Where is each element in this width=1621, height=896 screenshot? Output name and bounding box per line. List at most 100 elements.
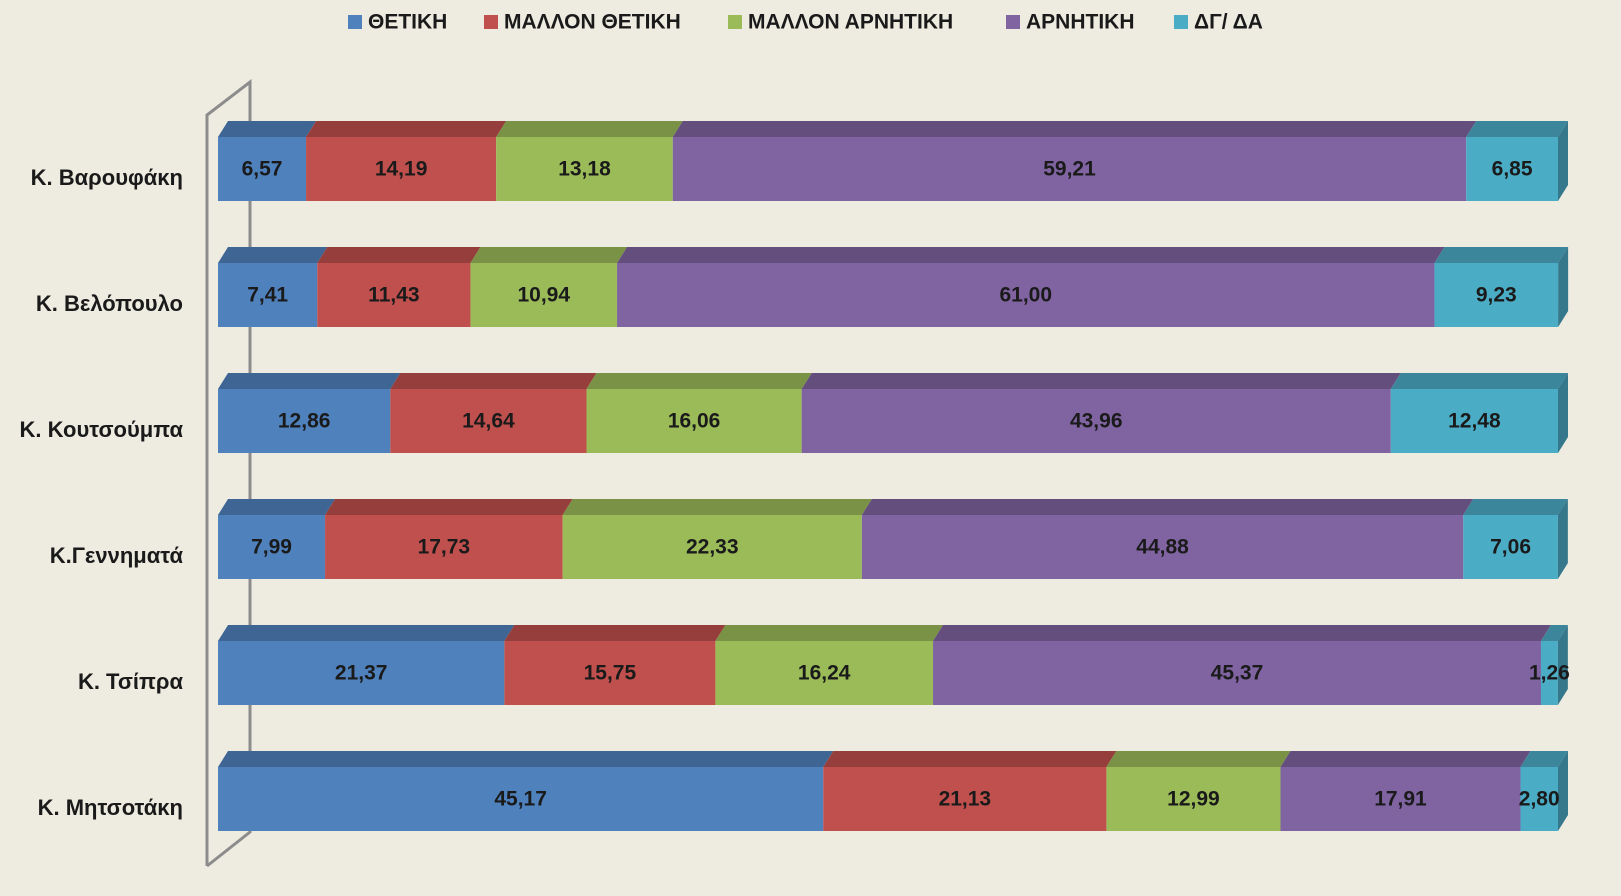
bar-top (218, 373, 401, 389)
bar (562, 515, 862, 579)
bar-top (861, 499, 1474, 515)
value-label: 12,48 (1448, 410, 1501, 433)
bar (672, 137, 1467, 201)
value-label: 7,06 (1490, 536, 1531, 559)
legend-swatch (484, 15, 498, 29)
bar (218, 515, 326, 579)
bar-top (325, 499, 573, 515)
bar-top (218, 751, 834, 767)
value-label: 61,00 (999, 284, 1052, 307)
bar (470, 263, 618, 327)
bar-top (617, 247, 1445, 263)
bar-top (933, 625, 1551, 641)
category-label: Κ. Τσίπρα (78, 669, 184, 694)
bar (1390, 389, 1558, 453)
value-label: 15,75 (584, 662, 637, 685)
value-label: 21,37 (335, 662, 388, 685)
bar-side (1558, 121, 1568, 201)
bar (504, 641, 716, 705)
category-label: Κ. Μητσοτάκη (38, 795, 183, 820)
value-label: 11,43 (368, 284, 419, 307)
category-label: Κ.Γεννηματά (50, 543, 184, 568)
legend-swatch (1174, 15, 1188, 29)
bar-top (1434, 247, 1569, 263)
bar (390, 389, 587, 453)
category-label: Κ. Βαρουφάκη (31, 165, 183, 190)
value-label: 16,06 (668, 410, 721, 433)
bar-side (1558, 247, 1569, 327)
bar-top (218, 121, 317, 137)
bar-top (1520, 751, 1568, 767)
value-label: 45,37 (1211, 662, 1264, 685)
value-label: 1,26 (1529, 662, 1570, 685)
bar (617, 263, 1435, 327)
bar (823, 767, 1107, 831)
bar-top (390, 373, 597, 389)
value-label: 44,88 (1136, 536, 1189, 559)
bar (1466, 137, 1558, 201)
value-label: 16,24 (798, 662, 851, 685)
value-label: 6,57 (242, 158, 283, 181)
category-label: Κ. Βελόπουλο (36, 291, 183, 316)
legend-label: ΑΡΝΗΤΙΚΗ (1026, 11, 1135, 34)
bar (1540, 641, 1558, 705)
bar (715, 641, 934, 705)
axis-wall (205, 78, 252, 868)
bar (218, 263, 318, 327)
bar-top (470, 247, 628, 263)
bar (218, 137, 307, 201)
bar (1106, 767, 1281, 831)
category-label: Κ. Κουτσούμπα (20, 417, 184, 442)
bar-top (504, 625, 726, 641)
bar-top (1390, 373, 1568, 389)
bar-top (306, 121, 507, 137)
bar-top (218, 247, 328, 263)
bar (496, 137, 673, 201)
legend-label: ΘΕΤΙΚΗ (368, 11, 447, 34)
bar-top (1280, 751, 1531, 767)
legend-swatch (348, 15, 362, 29)
bar (933, 641, 1541, 705)
bar-side (1558, 751, 1568, 831)
value-label: 17,73 (418, 536, 471, 559)
bar (1520, 767, 1558, 831)
bar-top (823, 751, 1117, 767)
bar-top (562, 499, 872, 515)
value-label: 12,86 (278, 410, 331, 433)
bar-top (1106, 751, 1291, 767)
legend-label: ΜΑΛΛΟΝ ΑΡΝΗΤΙΚΗ (748, 11, 953, 34)
value-label: 9,23 (1476, 284, 1517, 307)
value-label: 22,33 (686, 536, 739, 559)
bar (218, 389, 391, 453)
bar (317, 263, 471, 327)
value-label: 14,19 (375, 158, 428, 181)
bar (218, 641, 505, 705)
value-label: 14,64 (462, 410, 515, 433)
bar-side (1557, 625, 1568, 705)
bar (1280, 767, 1521, 831)
bar (801, 389, 1391, 453)
legend-label: ΜΑΛΛΟΝ ΘΕΤΙΚΗ (504, 11, 681, 34)
bar-side (1558, 373, 1568, 453)
value-label: 17,91 (1374, 788, 1427, 811)
bar (306, 137, 497, 201)
bar (861, 515, 1464, 579)
bar-top (317, 247, 481, 263)
value-label: 45,17 (494, 788, 547, 811)
bar (1463, 515, 1558, 579)
legend-swatch (728, 15, 742, 29)
bar-top (218, 499, 336, 515)
bar (1434, 263, 1559, 327)
bar (218, 767, 824, 831)
bar-top (218, 625, 515, 641)
bar-top (1466, 121, 1568, 137)
value-label: 43,96 (1070, 410, 1123, 433)
bar-top (1463, 499, 1568, 515)
bar (586, 389, 802, 453)
bar-top (672, 121, 1477, 137)
bar-top (496, 121, 683, 137)
value-label: 2,80 (1519, 788, 1560, 811)
bar-top (715, 625, 944, 641)
